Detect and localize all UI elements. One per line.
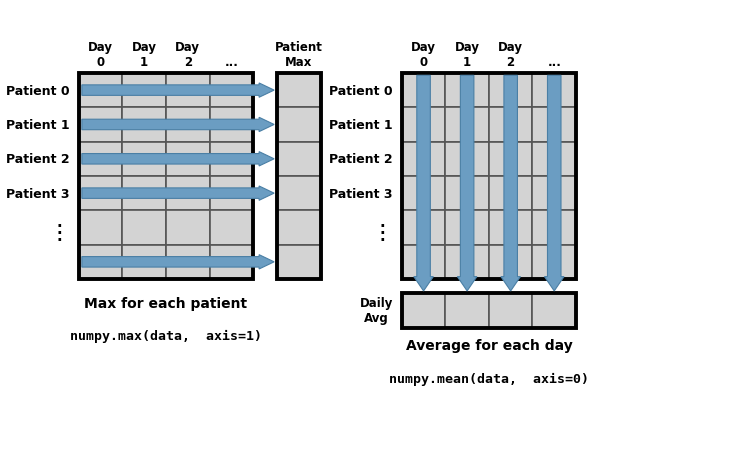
Bar bbox=[402, 294, 445, 328]
Bar bbox=[166, 211, 210, 245]
Text: numpy.mean(data,  axis=0): numpy.mean(data, axis=0) bbox=[389, 372, 589, 385]
Bar bbox=[489, 74, 532, 108]
FancyArrow shape bbox=[457, 76, 477, 291]
Text: numpy.max(data,  axis=1): numpy.max(data, axis=1) bbox=[70, 329, 262, 342]
Text: Patient 3: Patient 3 bbox=[329, 187, 393, 200]
Bar bbox=[122, 177, 166, 211]
Text: Day
2: Day 2 bbox=[498, 41, 523, 69]
Bar bbox=[532, 177, 576, 211]
Text: Patient 0: Patient 0 bbox=[329, 84, 393, 98]
Bar bbox=[445, 177, 489, 211]
Bar bbox=[210, 108, 253, 142]
Bar bbox=[79, 74, 122, 108]
Text: Day
0: Day 0 bbox=[411, 41, 436, 69]
Bar bbox=[79, 177, 122, 211]
Text: .: . bbox=[57, 228, 62, 243]
Bar bbox=[277, 74, 321, 108]
FancyArrow shape bbox=[501, 76, 520, 291]
Text: Patient 3: Patient 3 bbox=[6, 187, 70, 200]
Bar bbox=[210, 211, 253, 245]
Bar bbox=[445, 108, 489, 142]
Bar bbox=[277, 108, 321, 142]
Bar bbox=[79, 108, 122, 142]
Bar bbox=[277, 211, 321, 245]
Text: .: . bbox=[380, 221, 385, 237]
Text: Day
1: Day 1 bbox=[131, 41, 157, 69]
Text: Patient 1: Patient 1 bbox=[6, 119, 70, 132]
Bar bbox=[402, 142, 445, 177]
Bar bbox=[402, 108, 445, 142]
Bar bbox=[445, 211, 489, 245]
Text: ...: ... bbox=[547, 56, 561, 69]
Bar bbox=[122, 245, 166, 279]
FancyArrow shape bbox=[82, 187, 274, 201]
Bar bbox=[532, 211, 576, 245]
Bar bbox=[532, 74, 576, 108]
Text: .: . bbox=[57, 221, 62, 237]
Bar bbox=[489, 108, 532, 142]
FancyArrow shape bbox=[82, 118, 274, 132]
Text: Day
0: Day 0 bbox=[88, 41, 113, 69]
Bar bbox=[122, 142, 166, 177]
Bar bbox=[277, 177, 321, 211]
Text: Max for each patient: Max for each patient bbox=[84, 296, 248, 310]
Bar bbox=[445, 142, 489, 177]
Bar bbox=[532, 142, 576, 177]
FancyArrow shape bbox=[544, 76, 564, 291]
Bar bbox=[489, 142, 532, 177]
FancyArrow shape bbox=[82, 152, 274, 167]
Text: Patient 2: Patient 2 bbox=[6, 153, 70, 166]
Text: Daily
Avg: Daily Avg bbox=[360, 297, 393, 325]
Bar bbox=[489, 177, 532, 211]
Text: .: . bbox=[57, 215, 62, 230]
Bar bbox=[79, 211, 122, 245]
Bar bbox=[489, 245, 532, 279]
Bar bbox=[166, 74, 210, 108]
Bar bbox=[445, 74, 489, 108]
Bar bbox=[277, 142, 321, 177]
Bar bbox=[122, 74, 166, 108]
Bar bbox=[402, 245, 445, 279]
Text: .: . bbox=[380, 215, 385, 230]
Text: Day
2: Day 2 bbox=[175, 41, 201, 69]
Bar bbox=[210, 142, 253, 177]
Text: Patient 0: Patient 0 bbox=[6, 84, 70, 98]
Bar bbox=[445, 245, 489, 279]
Bar bbox=[489, 294, 532, 328]
Bar bbox=[402, 211, 445, 245]
Bar bbox=[532, 108, 576, 142]
Text: Day
1: Day 1 bbox=[454, 41, 480, 69]
Bar bbox=[166, 245, 210, 279]
Bar bbox=[210, 177, 253, 211]
Bar bbox=[445, 294, 489, 328]
Bar bbox=[210, 245, 253, 279]
Bar bbox=[402, 294, 576, 328]
Bar bbox=[166, 142, 210, 177]
Bar bbox=[532, 245, 576, 279]
Bar bbox=[277, 245, 321, 279]
Text: Patient
Max: Patient Max bbox=[275, 41, 323, 69]
Bar bbox=[210, 74, 253, 108]
Bar bbox=[79, 74, 253, 279]
Bar bbox=[122, 211, 166, 245]
Bar bbox=[277, 74, 321, 279]
Bar bbox=[489, 211, 532, 245]
FancyArrow shape bbox=[82, 255, 274, 269]
Text: Patient 2: Patient 2 bbox=[329, 153, 393, 166]
Bar bbox=[402, 74, 445, 108]
Text: Patient 1: Patient 1 bbox=[329, 119, 393, 132]
Bar bbox=[122, 108, 166, 142]
Text: ...: ... bbox=[225, 56, 238, 69]
Bar bbox=[79, 142, 122, 177]
Bar bbox=[166, 177, 210, 211]
Bar bbox=[166, 108, 210, 142]
Bar bbox=[402, 177, 445, 211]
FancyArrow shape bbox=[414, 76, 433, 291]
Bar bbox=[402, 74, 576, 279]
FancyArrow shape bbox=[82, 84, 274, 98]
Bar bbox=[532, 294, 576, 328]
Text: .: . bbox=[380, 228, 385, 243]
Bar bbox=[79, 245, 122, 279]
Text: Average for each day: Average for each day bbox=[406, 338, 572, 352]
